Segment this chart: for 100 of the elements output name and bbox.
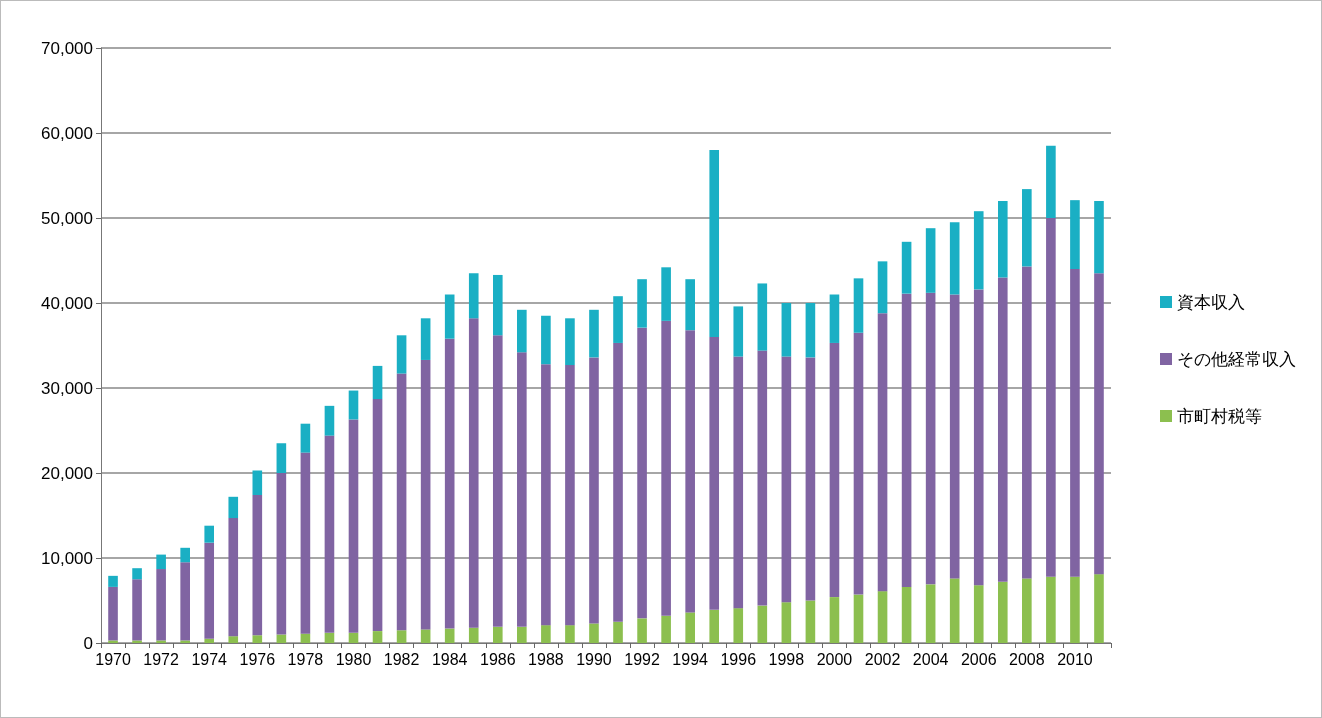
legend-label: 市町村税等 [1177, 406, 1262, 426]
bar [829, 342, 840, 598]
bar [541, 625, 551, 643]
bar [997, 277, 1008, 582]
bar [324, 405, 335, 436]
bar [1046, 145, 1056, 218]
x-tick-label: 2002 [864, 650, 901, 668]
legend-label: 資本収入 [1177, 292, 1245, 312]
x-tick-label: 1984 [431, 650, 468, 668]
bar [757, 350, 768, 606]
bar [228, 518, 239, 637]
bar [444, 628, 455, 643]
bar [877, 591, 888, 643]
bar [685, 612, 695, 643]
bar [204, 542, 215, 639]
bar [420, 318, 431, 360]
bar [252, 470, 263, 496]
bar [1022, 189, 1032, 267]
bar [661, 320, 671, 616]
bar [108, 640, 118, 643]
x-tick-label: 2006 [960, 650, 997, 668]
y-tick-label: 0 [83, 633, 93, 653]
bar [949, 294, 960, 579]
bar [1046, 576, 1056, 643]
bar [805, 600, 816, 643]
bar [637, 618, 647, 643]
bar [637, 327, 647, 619]
bar [372, 365, 383, 400]
y-tick-label: 60,000 [41, 123, 93, 143]
x-tick-label: 1978 [287, 650, 324, 668]
bar [396, 373, 407, 631]
bar [180, 547, 190, 563]
bar [348, 390, 359, 420]
bar [132, 568, 142, 580]
y-tick-label: 30,000 [41, 378, 93, 398]
bar [661, 267, 671, 321]
bar [829, 294, 840, 343]
bar [781, 356, 792, 603]
bar [877, 261, 888, 314]
y-tick-label: 20,000 [41, 463, 93, 483]
bar [492, 274, 503, 336]
y-tick-label: 40,000 [41, 293, 93, 313]
bar [204, 638, 215, 643]
bar [925, 584, 936, 643]
bar [1022, 266, 1032, 579]
bar [1070, 269, 1080, 577]
bar [420, 359, 431, 630]
x-tick-label: 1988 [528, 650, 564, 668]
bar [637, 279, 647, 328]
bar [949, 578, 960, 643]
x-tick-label: 1970 [95, 650, 131, 668]
bar [733, 608, 744, 643]
x-tick-label: 1990 [576, 650, 612, 668]
bar [925, 292, 936, 585]
bar [300, 452, 311, 634]
bar [781, 303, 792, 357]
bar [997, 201, 1008, 278]
bar [324, 632, 335, 643]
bar [517, 352, 527, 627]
bar [468, 318, 479, 628]
bar [805, 357, 816, 601]
legend-label: その他経常収入 [1177, 349, 1296, 369]
bar [252, 635, 263, 643]
bar [468, 273, 479, 319]
bar [901, 586, 912, 643]
bar [1094, 201, 1104, 274]
bar [132, 640, 142, 643]
x-tick-label: 2004 [912, 650, 949, 668]
bar [324, 435, 335, 633]
bar [877, 313, 888, 592]
x-tick-label: 2000 [816, 650, 853, 668]
bar [420, 629, 431, 643]
bar [228, 636, 239, 643]
bar [156, 569, 166, 641]
bar [565, 318, 575, 366]
bar [228, 496, 239, 519]
bar [541, 364, 551, 626]
bar [156, 640, 166, 643]
bar [252, 495, 263, 636]
x-tick-label: 1972 [143, 650, 180, 668]
bar [613, 621, 623, 643]
bar [709, 337, 720, 610]
bar [156, 554, 166, 570]
bar [372, 399, 383, 632]
bar [589, 623, 599, 643]
x-tick-label: 2010 [1057, 650, 1093, 668]
x-tick-label: 1994 [672, 650, 709, 668]
bar [925, 228, 936, 293]
bar [1046, 218, 1056, 577]
bar [396, 630, 407, 643]
bar [348, 632, 359, 643]
bar [853, 594, 864, 643]
bar [444, 338, 455, 629]
bar [132, 579, 142, 641]
bar [973, 211, 984, 290]
bar [853, 332, 864, 595]
bar [300, 633, 311, 643]
bar [829, 597, 840, 643]
bar [108, 586, 118, 641]
bar [541, 315, 551, 365]
